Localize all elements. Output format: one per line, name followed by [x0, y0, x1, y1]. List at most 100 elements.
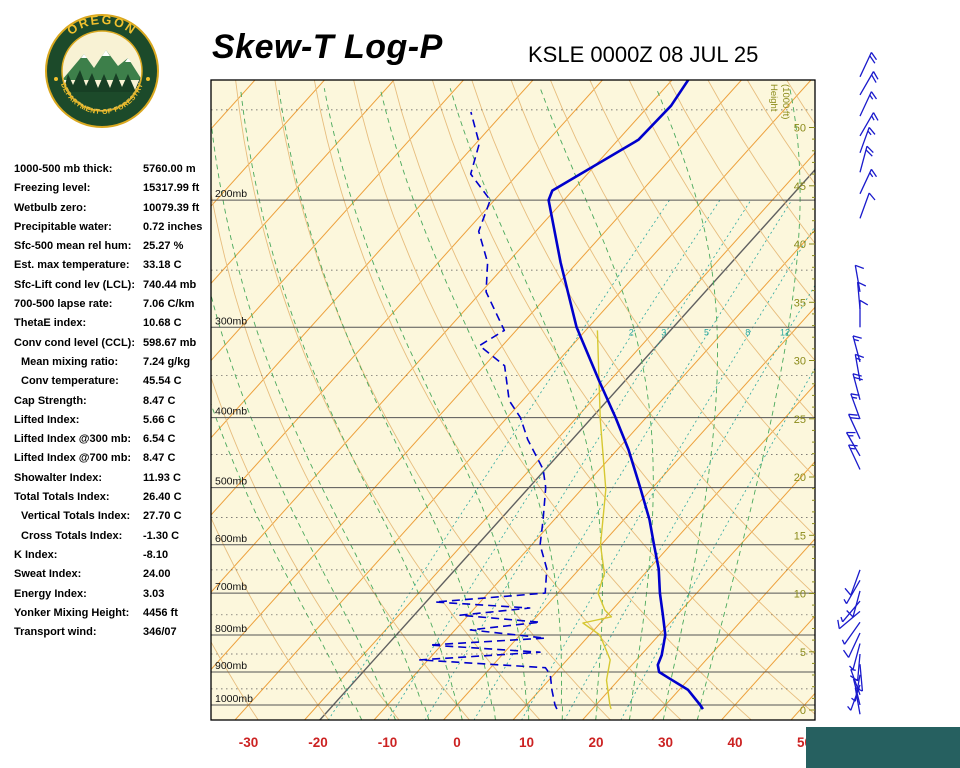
- dry-adiabat-line: [549, 80, 815, 478]
- index-label: 700-500 lapse rate:: [14, 298, 113, 311]
- dry-adiabat-line: [510, 80, 815, 537]
- temp-tick-label: 0: [453, 735, 461, 750]
- index-value: 26.40 C: [143, 491, 182, 504]
- indices-panel: 1000-500 mb thick: 5760.00 m Freezing leve…: [14, 163, 214, 645]
- wind-barb: [845, 431, 861, 457]
- dry-adiabat-line: [211, 191, 471, 720]
- height-axis-title: Height: [768, 84, 779, 112]
- pressure-label: 900mb: [215, 660, 247, 672]
- height-tick-label: 50: [794, 123, 806, 135]
- index-row: K Index: -8.10: [14, 549, 214, 568]
- temp-tick-label: -30: [239, 735, 259, 750]
- index-row: 1000-500 mb thick: 5760.00 m: [14, 163, 214, 182]
- index-value: 4456 ft: [143, 606, 178, 619]
- mixing-ratio-line: [620, 367, 815, 720]
- index-row: Transport wind: 346/07: [14, 626, 214, 645]
- dry-adiabat-line: [211, 376, 400, 720]
- index-label: Est. max temperature:: [14, 259, 130, 272]
- wind-barb: [852, 335, 862, 363]
- isotherm-line: [651, 538, 815, 720]
- isotherm-line: [443, 306, 815, 720]
- index-row: Freezing level: 15317.99 ft: [14, 182, 214, 201]
- wind-barb: [842, 632, 861, 658]
- dry-adiabat-line: [392, 80, 815, 715]
- wind-barb: [859, 126, 876, 154]
- index-value: 5760.00 m: [143, 163, 196, 175]
- index-value: 346/07: [143, 626, 177, 639]
- wind-barb: [848, 444, 861, 470]
- index-label: Wetbulb zero:: [14, 201, 87, 214]
- height-tick-label: 25: [794, 414, 806, 426]
- wind-barb: [837, 610, 861, 630]
- index-row: 700-500 lapse rate: 7.06 C/km: [14, 298, 214, 317]
- dry-adiabat-line: [274, 80, 612, 720]
- wind-barb: [843, 579, 861, 605]
- moist-adiabat-line: [449, 88, 603, 720]
- pressure-label: 400mb: [215, 406, 247, 418]
- wind-barb: [850, 393, 861, 420]
- pressure-label: 600mb: [215, 533, 247, 545]
- wind-barb: [859, 192, 876, 219]
- temp-tick-label: 30: [658, 735, 673, 750]
- index-label: Showalter Index:: [14, 471, 103, 484]
- pressure-label: 700mb: [215, 581, 247, 593]
- index-label: Sfc-Lift cond lev (LCL):: [14, 278, 135, 291]
- pressure-label: 1000mb: [215, 693, 253, 705]
- index-value: 45.54 C: [143, 375, 182, 388]
- index-row: Vertical Totals Index: 27.70 C: [14, 510, 214, 529]
- index-value: 33.18 C: [143, 259, 182, 272]
- index-value: -1.30 C: [143, 529, 180, 542]
- moist-adiabat-line: [655, 88, 718, 720]
- index-row: Sweat Index: 24.00: [14, 568, 214, 587]
- index-row: Showalter Index: 11.93 C: [14, 472, 214, 491]
- index-label: Sfc-500 mean rel hum:: [14, 240, 132, 253]
- dry-adiabat-line: [313, 80, 682, 720]
- dry-adiabat-line: [942, 77, 960, 721]
- mixing-ratio-label: 8: [745, 328, 750, 338]
- index-row: ThetaE index: 10.68 C: [14, 317, 214, 336]
- logo-dot-left: [54, 77, 58, 81]
- moist-adiabat-line: [539, 88, 654, 720]
- moist-adiabat-line: [211, 402, 363, 720]
- mixing-ratio-line: [387, 199, 721, 720]
- odf-logo: OREGON DEPARTMENT OF FORESTRY: [45, 13, 159, 128]
- index-row: Cap Strength: 8.47 C: [14, 395, 214, 414]
- index-label: Yonker Mixing Height:: [14, 606, 130, 619]
- temp-tick-label: 40: [727, 735, 742, 750]
- index-value: 5.66 C: [143, 413, 176, 426]
- index-row: Lifted Index @300 mb: 6.54 C: [14, 433, 214, 452]
- wind-barb: [841, 621, 861, 645]
- temp-tick-label: -10: [378, 735, 398, 750]
- height-tick-label: 45: [794, 181, 806, 193]
- temp-tick-label: 20: [588, 735, 603, 750]
- mixing-ratio-label: 5: [704, 328, 709, 338]
- height-tick-label: 20: [794, 472, 806, 484]
- index-label: ThetaE index:: [14, 317, 87, 330]
- index-value: 6.54 C: [143, 433, 176, 446]
- isotherm-line: [211, 80, 534, 439]
- index-row: Lifted Index @700 mb: 8.47 C: [14, 452, 214, 471]
- index-label: K Index:: [14, 548, 58, 561]
- isotherm-line: [211, 80, 325, 207]
- index-value: 740.44 mb: [143, 278, 197, 291]
- index-label: Mean mixing ratio:: [21, 355, 119, 368]
- dry-adiabat-line: [589, 80, 815, 420]
- moist-adiabat-line: [379, 88, 564, 720]
- mixing-ratio-label: 2: [629, 328, 634, 338]
- index-value: 8.47 C: [143, 452, 176, 465]
- dry-adiabat-line: [211, 516, 330, 720]
- index-value: 8.47 C: [143, 394, 176, 407]
- index-label: Precipitable water:: [14, 220, 112, 233]
- mixing-ratio-label: 3: [661, 328, 666, 338]
- index-row: Energy Index: 3.03: [14, 588, 214, 607]
- index-value: 598.67 mb: [143, 336, 197, 349]
- moist-adiabat-line: [323, 88, 530, 720]
- index-value: 7.06 C/km: [143, 298, 195, 311]
- dry-adiabat-line: [863, 77, 960, 721]
- dry-adiabat-line: [902, 77, 960, 721]
- index-value: 25.27 %: [143, 240, 184, 253]
- wind-barb: [859, 168, 878, 195]
- wind-barb: [854, 687, 861, 715]
- index-label: Lifted Index @700 mb:: [14, 452, 132, 465]
